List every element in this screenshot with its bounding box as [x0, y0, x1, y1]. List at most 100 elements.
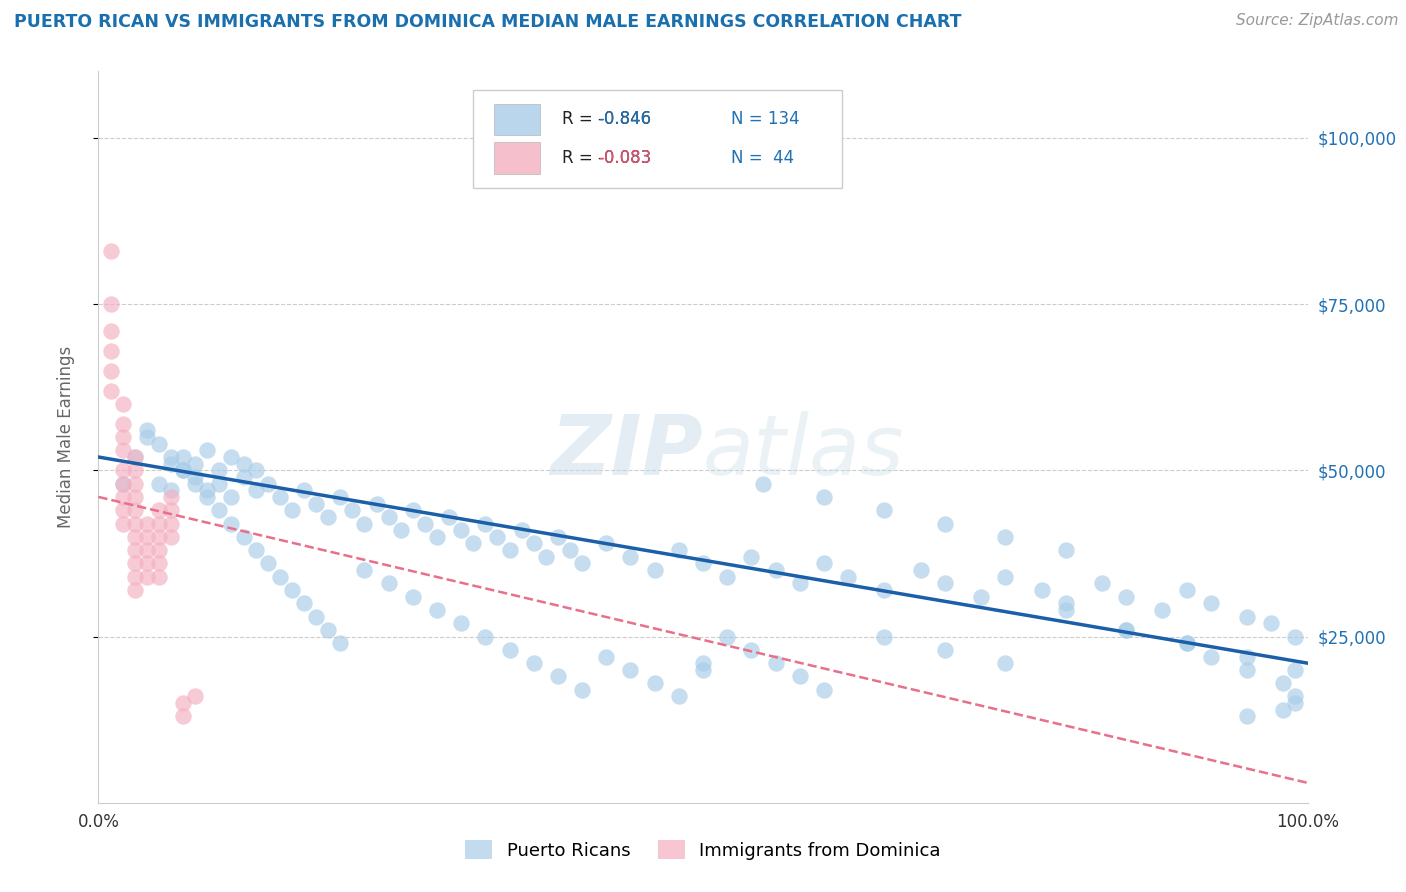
- Point: [316, 509, 339, 524]
- Point: [281, 503, 304, 517]
- Point: [256, 557, 278, 571]
- Point: [740, 549, 762, 564]
- Point: [619, 549, 641, 564]
- Point: [1054, 603, 1077, 617]
- Point: [644, 563, 666, 577]
- Point: [111, 430, 134, 444]
- Point: [184, 476, 207, 491]
- Point: [160, 457, 183, 471]
- Point: [148, 436, 170, 450]
- Point: [498, 543, 520, 558]
- Point: [111, 443, 134, 458]
- Point: [111, 417, 134, 431]
- Point: [111, 516, 134, 531]
- FancyBboxPatch shape: [494, 103, 540, 135]
- Point: [124, 543, 146, 558]
- Point: [716, 630, 738, 644]
- Point: [305, 497, 328, 511]
- Point: [716, 570, 738, 584]
- Point: [160, 516, 183, 531]
- Point: [111, 476, 134, 491]
- Point: [353, 516, 375, 531]
- Point: [208, 463, 231, 477]
- Point: [910, 563, 932, 577]
- Point: [547, 530, 569, 544]
- Point: [160, 490, 183, 504]
- Point: [523, 536, 546, 550]
- Point: [1284, 663, 1306, 677]
- Point: [100, 363, 122, 377]
- Point: [256, 476, 278, 491]
- Point: [402, 590, 425, 604]
- Point: [269, 570, 291, 584]
- Point: [873, 503, 896, 517]
- Text: PUERTO RICAN VS IMMIGRANTS FROM DOMINICA MEDIAN MALE EARNINGS CORRELATION CHART: PUERTO RICAN VS IMMIGRANTS FROM DOMINICA…: [14, 13, 962, 31]
- Point: [1199, 596, 1222, 610]
- Point: [1091, 576, 1114, 591]
- Point: [269, 490, 291, 504]
- Point: [692, 557, 714, 571]
- Point: [994, 656, 1017, 670]
- Point: [221, 516, 243, 531]
- Point: [366, 497, 388, 511]
- Point: [1272, 676, 1295, 690]
- Point: [1284, 630, 1306, 644]
- FancyBboxPatch shape: [474, 90, 842, 188]
- Point: [124, 570, 146, 584]
- Point: [100, 384, 122, 398]
- Point: [486, 530, 509, 544]
- Point: [426, 603, 449, 617]
- Point: [1284, 696, 1306, 710]
- Point: [437, 509, 460, 524]
- Text: -0.083: -0.083: [598, 149, 651, 167]
- Point: [124, 476, 146, 491]
- Point: [558, 543, 581, 558]
- Point: [221, 490, 243, 504]
- Point: [873, 582, 896, 597]
- Point: [1272, 703, 1295, 717]
- Point: [232, 470, 254, 484]
- Point: [124, 490, 146, 504]
- Point: [135, 424, 157, 438]
- Point: [571, 557, 593, 571]
- Point: [292, 596, 315, 610]
- Point: [160, 483, 183, 498]
- Point: [595, 536, 617, 550]
- Point: [281, 582, 304, 597]
- Point: [221, 450, 243, 464]
- Point: [111, 490, 134, 504]
- Point: [172, 463, 194, 477]
- Point: [377, 509, 399, 524]
- Point: [813, 557, 835, 571]
- Text: Source: ZipAtlas.com: Source: ZipAtlas.com: [1236, 13, 1399, 29]
- Point: [463, 536, 485, 550]
- Point: [329, 636, 352, 650]
- Point: [100, 343, 122, 358]
- Point: [245, 463, 267, 477]
- Point: [195, 443, 218, 458]
- Point: [124, 450, 146, 464]
- Point: [292, 483, 315, 498]
- Point: [195, 490, 218, 504]
- Point: [413, 516, 436, 531]
- Point: [994, 530, 1017, 544]
- Point: [1236, 709, 1258, 723]
- Point: [1115, 623, 1137, 637]
- Point: [1115, 623, 1137, 637]
- Point: [124, 450, 146, 464]
- Point: [377, 576, 399, 591]
- Point: [668, 543, 690, 558]
- Point: [208, 476, 231, 491]
- Point: [789, 669, 811, 683]
- Point: [124, 530, 146, 544]
- Point: [124, 503, 146, 517]
- Point: [245, 543, 267, 558]
- Point: [148, 530, 170, 544]
- Point: [148, 516, 170, 531]
- Point: [498, 643, 520, 657]
- Point: [184, 470, 207, 484]
- Point: [172, 463, 194, 477]
- Point: [329, 490, 352, 504]
- Point: [172, 709, 194, 723]
- Point: [934, 576, 956, 591]
